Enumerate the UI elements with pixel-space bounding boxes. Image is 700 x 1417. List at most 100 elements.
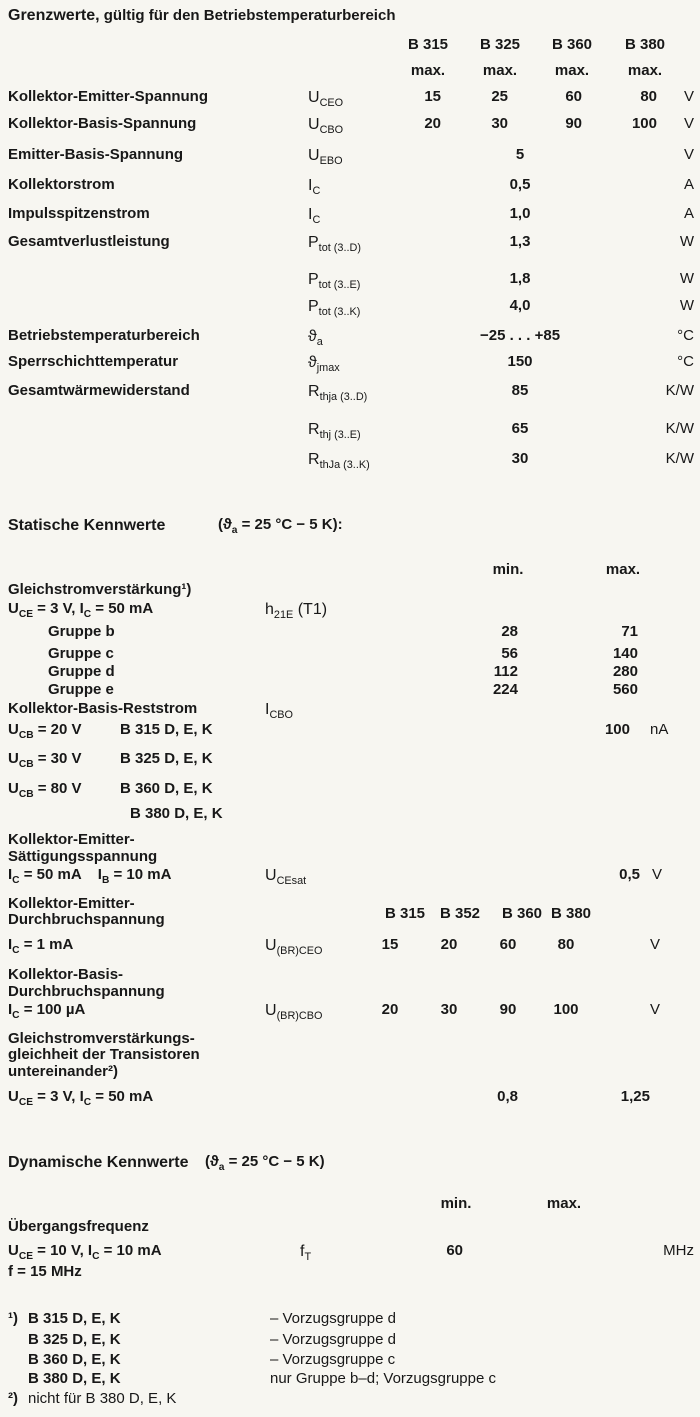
durchbruch-cb-value-row: IC = 100 µA U(BR)CBO 20 30 90 100 V — [0, 1001, 700, 1023]
param-symbol: Rthj (3..E) — [308, 420, 361, 440]
param-row-ptot-k: Ptot (3..K) 4,0 W — [0, 297, 700, 319]
param-row-rthj-e: Rthj (3..E) 65 K/W — [0, 420, 700, 442]
test-condition: UCE = 10 V, IC = 10 mA — [8, 1242, 162, 1261]
min-value: 60 — [403, 1242, 463, 1261]
footnote-marker: ²) — [8, 1390, 18, 1409]
test-condition: f = 15 MHz — [8, 1263, 82, 1282]
param-symbol: Ptot (3..D) — [308, 233, 361, 253]
param-symbol: ϑa — [308, 327, 323, 347]
param-row-ptot-e: Ptot (3..E) 1,8 W — [0, 270, 700, 292]
unit-cell: K/W — [632, 450, 694, 469]
unit-cell: V — [650, 936, 660, 955]
max-value: 280 — [563, 663, 638, 682]
param-symbol: UCEO — [308, 88, 343, 108]
datasheet-page: Grenzwerte, gültig für den Betriebstempe… — [0, 0, 700, 1417]
statisch-minmax-row: min. max. — [0, 561, 700, 583]
uebergang-value-row: UCE = 10 V, IC = 10 mA fT 60 MHz — [0, 1242, 700, 1264]
param-symbol: Rthja (3..D) — [308, 382, 367, 402]
section-condition: (ϑa = 25 °C − 5 K) — [205, 1153, 325, 1172]
param-label: Gesamtverlustleistung — [8, 233, 170, 252]
param-symbol: UCBO — [308, 115, 343, 135]
param-label: Übergangsfrequenz — [8, 1218, 149, 1237]
value-common: −25 . . . +85 — [430, 327, 610, 346]
reststrom-row-3: UCB = 80 V B 360 D, E, K — [0, 780, 700, 802]
param-symbol: UEBO — [308, 146, 343, 166]
value-common: 65 — [430, 420, 610, 439]
value-common: 150 — [430, 353, 610, 372]
max-header: max. — [588, 561, 658, 580]
param-label: Impulsspitzenstrom — [8, 205, 150, 224]
unit-cell: V — [650, 1001, 660, 1020]
test-condition: UCB = 30 V — [8, 750, 82, 769]
value-b380: 100 — [536, 1001, 596, 1020]
param-row-ptot-d: Gesamtverlustleistung Ptot (3..D) 1,3 W — [0, 233, 700, 255]
gleichstrom-cond-row: UCE = 3 V, IC = 50 mA h21E (T1) — [0, 600, 700, 622]
footnote-type: B 315 D, E, K — [28, 1310, 121, 1329]
durchbruch-ce-value-row: IC = 1 mA U(BR)CEO 15 20 60 80 V — [0, 936, 700, 958]
group-label: Gruppe d — [48, 663, 115, 682]
unit-cell: A — [632, 205, 694, 224]
param-row-ucbo: Kollektor-Basis-Spannung UCBO 20 30 90 1… — [0, 115, 700, 137]
unit-cell: nA — [650, 721, 668, 740]
type-header-b325: B 325 — [465, 36, 535, 55]
test-condition: IC = 100 µA — [8, 1001, 85, 1020]
param-row-icm: Impulsspitzenstrom IC 1,0 A — [0, 205, 700, 227]
param-symbol: RthJa (3..K) — [308, 450, 370, 470]
param-label: Betriebstemperaturbereich — [8, 327, 200, 346]
max-value: 140 — [563, 645, 638, 664]
max-header-row: max. max. max. max. — [0, 62, 700, 84]
footnote1-row-4: B 380 D, E, K nur Gruppe b–d; Vorzugsgru… — [0, 1370, 700, 1392]
unit-cell: V — [632, 115, 694, 134]
value-common: 85 — [430, 382, 610, 401]
param-symbol: Ptot (3..K) — [308, 297, 360, 317]
reststrom-row-2: UCB = 30 V B 325 D, E, K — [0, 750, 700, 772]
param-label: Sperrschichttemperatur — [8, 353, 178, 372]
footnote1-row-2: B 325 D, E, K – Vorzugsgruppe d — [0, 1331, 700, 1353]
param-symbol: IC — [308, 176, 320, 196]
param-label: gleichheit der Transistoren — [8, 1046, 200, 1065]
min-value: 28 — [443, 623, 518, 642]
grenzwerte-heading-row: Grenzwerte, gültig für den Betriebstempe… — [0, 6, 700, 28]
param-symbol: Ptot (3..E) — [308, 270, 360, 290]
gleichheit-label-row-3: untereinander²) — [0, 1063, 700, 1085]
unit-cell: °C — [632, 327, 694, 346]
section-condition: (ϑa = 25 °C − 5 K): — [218, 516, 343, 535]
param-row-temp-range: Betriebstemperaturbereich ϑa −25 . . . +… — [0, 327, 700, 349]
dynamisch-minmax-row: min. max. — [0, 1195, 700, 1217]
footnote-note: – Vorzugsgruppe d — [270, 1331, 396, 1350]
value-b360: 60 — [478, 936, 538, 955]
reststrom-row-1: UCB = 20 V B 315 D, E, K 100 nA — [0, 721, 700, 743]
param-label: Kollektor-Emitter- — [8, 831, 135, 850]
param-symbol: h21E (T1) — [265, 600, 327, 620]
group-label: Gruppe e — [48, 681, 114, 700]
value-b325: 25 — [448, 88, 508, 107]
param-label: Kollektor-Basis- — [8, 966, 123, 985]
type-list: B 325 D, E, K — [120, 750, 213, 769]
gleichheit-value-row: UCE = 3 V, IC = 50 mA 0,8 1,25 — [0, 1088, 700, 1110]
param-label: Durchbruchspannung — [8, 911, 165, 930]
value-b315: 20 — [381, 115, 441, 134]
type-list: B 360 D, E, K — [120, 780, 213, 799]
param-row-rthja-k: RthJa (3..K) 30 K/W — [0, 450, 700, 472]
test-condition: UCE = 3 V, IC = 50 mA — [8, 600, 153, 619]
unit-cell: MHz — [632, 1242, 694, 1261]
reststrom-label-row: Kollektor-Basis-Reststrom ICBO — [0, 700, 700, 722]
footnote-type: B 380 D, E, K — [28, 1370, 121, 1389]
param-symbol: U(BR)CEO — [265, 936, 322, 956]
param-label: Kollektor-Emitter-Spannung — [8, 88, 208, 107]
reststrom-row-4: B 380 D, E, K — [0, 805, 700, 827]
test-condition: UCB = 20 V — [8, 721, 82, 740]
saettigung-value-row: IC = 50 mA IB = 10 mA UCEsat 0,5 V — [0, 866, 700, 888]
durchbruch-ce-label-row-2: Durchbruchspannung — [0, 911, 700, 933]
value-common: 1,3 — [430, 233, 610, 252]
param-label: Kollektor-Basis-Reststrom — [8, 700, 197, 719]
param-label: Gleichstromverstärkung¹) — [8, 581, 191, 600]
param-row-uceo: Kollektor-Emitter-Spannung UCEO 15 25 60… — [0, 88, 700, 110]
min-value: 224 — [443, 681, 518, 700]
param-symbol: ϑjmax — [308, 353, 340, 373]
type-list: B 380 D, E, K — [130, 805, 223, 824]
type-header-b360: B 360 — [537, 36, 607, 55]
value-b325: 30 — [419, 1001, 479, 1020]
footnote-type: B 325 D, E, K — [28, 1331, 121, 1350]
value-b380: 80 — [536, 936, 596, 955]
